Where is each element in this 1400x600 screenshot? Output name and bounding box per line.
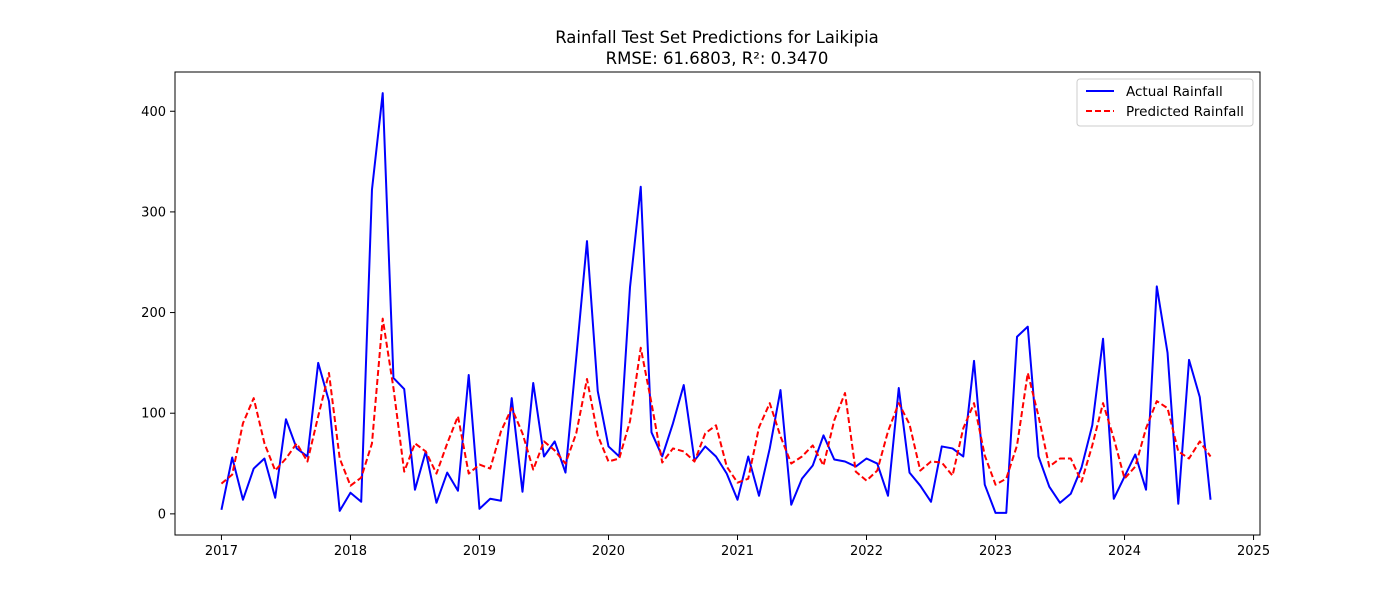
y-axis: 0 100 200 300 400: [141, 105, 175, 522]
y-tick-label: 100: [141, 407, 166, 422]
legend-label-actual: Actual Rainfall: [1126, 84, 1223, 100]
x-tick-label: 2021: [721, 544, 754, 559]
x-tick-label: 2019: [463, 544, 496, 559]
x-tick-label: 2025: [1237, 544, 1270, 559]
x-tick-label: 2024: [1108, 544, 1141, 559]
x-tick-label: 2017: [205, 544, 238, 559]
x-tick-label: 2022: [850, 544, 883, 559]
y-tick-label: 200: [141, 306, 166, 321]
y-tick-label: 400: [141, 105, 166, 120]
x-tick-label: 2023: [979, 544, 1012, 559]
legend-label-predicted: Predicted Rainfall: [1126, 104, 1244, 120]
plot-frame: [174, 71, 1261, 536]
series-layer: [220, 92, 1212, 514]
x-axis: 2017 2018 2019 2020 2021 2022 2023 2024 2025: [205, 535, 1270, 559]
chart-subtitle: RMSE: 61.6803, R²: 0.3470: [606, 49, 829, 68]
y-tick-label: 0: [158, 507, 166, 522]
x-tick-label: 2020: [592, 544, 625, 559]
x-tick-label: 2018: [334, 544, 367, 559]
legend-box: [1076, 78, 1254, 127]
actual-rainfall-line: [220, 92, 1212, 514]
plot-area: [220, 92, 1212, 514]
y-tick-label: 300: [141, 205, 166, 220]
legend: Actual Rainfall Predicted Rainfall: [1076, 78, 1254, 127]
predicted-rainfall-line: [220, 317, 1212, 487]
chart-title: Rainfall Test Set Predictions for Laikip…: [555, 28, 879, 47]
